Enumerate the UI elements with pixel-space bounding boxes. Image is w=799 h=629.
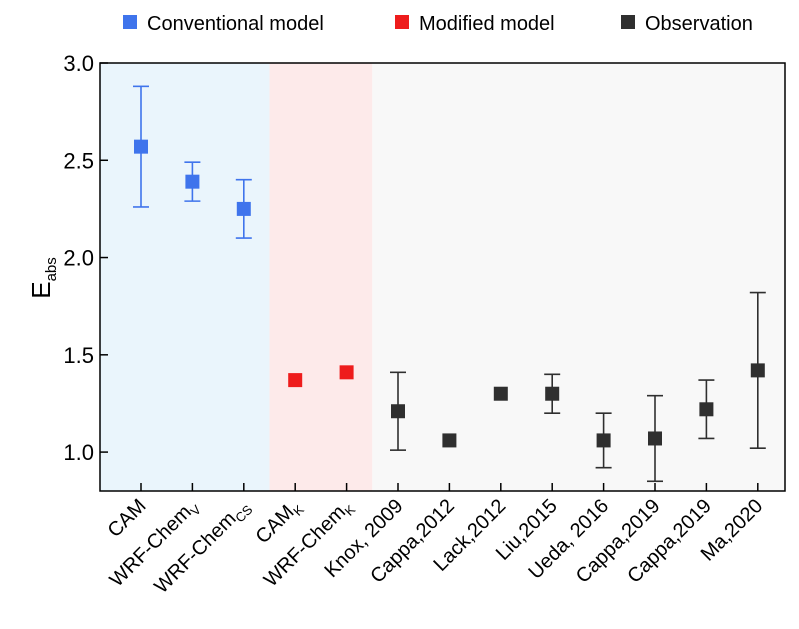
legend-swatch	[123, 15, 137, 29]
data-point	[750, 363, 765, 378]
data-point	[134, 139, 148, 154]
legend-item: Conventional model	[123, 13, 324, 35]
x-axis: CAMWRF-ChemVWRF-ChemCSCAMKWRF-ChemKKnox,…	[104, 483, 767, 600]
legend-label: Modified model	[419, 13, 555, 35]
legend-label: Conventional model	[147, 13, 324, 35]
data-point	[288, 373, 303, 388]
y-tick-label: 2.5	[63, 148, 94, 173]
legend-swatch	[621, 15, 635, 29]
legend-swatch	[395, 15, 409, 29]
legend: Conventional model Modified model Observat…	[123, 13, 753, 35]
legend-label: Observation	[645, 13, 753, 35]
group-band	[269, 63, 373, 491]
data-point	[236, 201, 251, 216]
group-band	[100, 63, 270, 491]
x-tick-label: WRF-ChemCS	[150, 495, 255, 600]
data-point	[648, 431, 662, 446]
group-bands	[100, 63, 785, 491]
data-marks	[133, 85, 766, 483]
legend-item: Modified model	[395, 13, 555, 35]
data-point	[442, 433, 457, 448]
y-tick-label: 1.5	[63, 343, 94, 368]
data-point	[699, 402, 714, 417]
y-tick-label: 1.0	[63, 440, 94, 465]
group-band	[372, 63, 785, 491]
data-point	[185, 174, 200, 189]
plot-border	[99, 62, 786, 492]
plot-frame	[99, 62, 786, 492]
y-axis-title: Eabs	[26, 257, 60, 299]
y-axis: 1.0 1.5 2.0 2.5 3.0	[63, 51, 108, 465]
data-point	[545, 386, 560, 401]
data-point	[339, 365, 354, 380]
data-point	[391, 404, 405, 419]
data-point	[493, 386, 508, 401]
x-tick-label: CAM	[104, 495, 151, 542]
legend-item: Observation	[621, 13, 753, 35]
y-tick-label: 3.0	[63, 51, 94, 76]
y-tick-label: 2.0	[63, 246, 94, 271]
data-point	[596, 433, 611, 448]
